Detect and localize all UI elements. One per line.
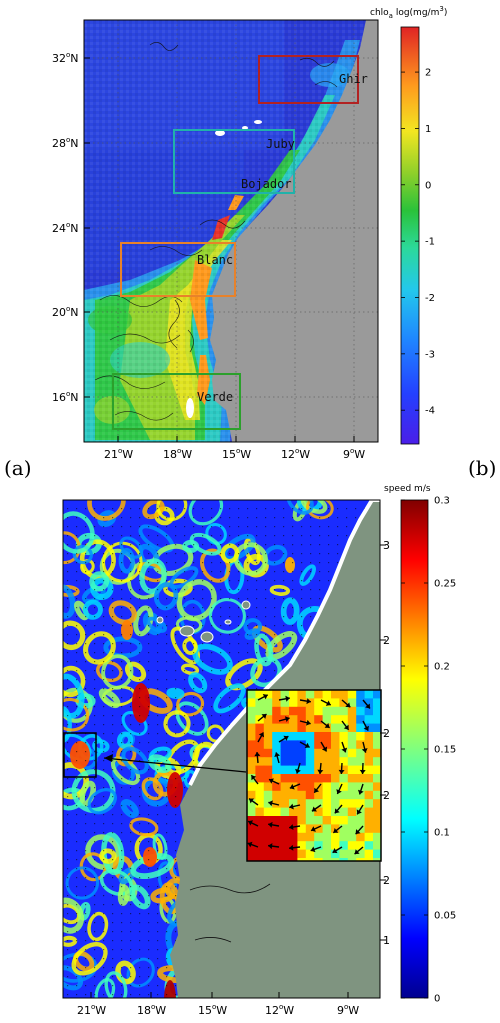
lon-label-a-21: 21oW <box>104 447 133 461</box>
panel-letter-a: (a) <box>4 456 32 480</box>
colorbar-tick-label: -2 <box>425 293 435 304</box>
eddy-zoom-box <box>63 732 97 778</box>
colorbar-tick-label: 0.05 <box>434 911 456 922</box>
map-a-frame <box>83 19 379 443</box>
colorbar-tick-label: 0.15 <box>434 745 456 756</box>
panel-letter-b: (b) <box>468 456 496 480</box>
lon-label-b-18: 18oW <box>137 1003 166 1017</box>
colorbar-tick-label: 0.1 <box>434 828 450 839</box>
region-box-juby-bojador <box>173 129 295 194</box>
lat-label-32: 32oN <box>52 51 79 65</box>
zoom-pointer-arrow <box>103 757 247 773</box>
region-label-blanc: Blanc <box>197 253 233 267</box>
colorbar-tick-label: -1 <box>425 237 435 248</box>
lat-stub-b-3: 2 <box>383 789 390 802</box>
lon-label-a-18: 18oW <box>163 447 192 461</box>
lat-label-20: 20oN <box>52 305 79 319</box>
region-box-ghir <box>258 55 359 104</box>
colorbar-tick-label: 1 <box>425 124 431 135</box>
eddy-inset <box>246 689 382 862</box>
lon-label-a-15: 15oW <box>222 447 251 461</box>
current-speed-map-panel: 3 2 2 2 2 1 21oW 18oW 15oW 12oW 9oW spee… <box>62 484 456 1017</box>
colorbar-tick-label: -3 <box>425 349 435 360</box>
region-label-juby: Juby <box>266 137 295 151</box>
region-label-ghir: Ghir <box>339 72 368 86</box>
colorbar-a-title: chloa log(mg/m3) <box>370 5 447 20</box>
colorbar-a <box>400 26 420 445</box>
lat-stub-b-4: 2 <box>383 874 390 887</box>
colorbar-tick-label: -4 <box>425 406 435 417</box>
colorbar-tick-label: 0.2 <box>434 662 450 673</box>
region-box-blanc <box>120 242 236 297</box>
lat-label-16: 16oN <box>52 390 79 404</box>
lat-stub-b-2: 2 <box>383 727 390 740</box>
lon-label-b-15: 15oW <box>198 1003 227 1017</box>
lon-label-b-12: 12oW <box>265 1003 294 1017</box>
colorbar-tick-label: 0 <box>425 180 431 191</box>
lat-stub-b-5: 1 <box>383 934 390 947</box>
chlorophyll-map-panel: Ghir Juby Bojador Blanc Verde 32oN 28oN … <box>52 5 447 461</box>
lat-stub-b-1: 2 <box>383 634 390 647</box>
lon-label-b-9: 9oW <box>337 1003 359 1017</box>
colorbar-tick-label: 0.3 <box>434 496 450 507</box>
region-label-verde: Verde <box>197 390 233 404</box>
lat-stub-b-0: 3 <box>383 539 390 552</box>
lat-label-24: 24oN <box>52 221 79 235</box>
colorbar-tick-label: 0.25 <box>434 579 456 590</box>
colorbar-b <box>400 499 429 999</box>
region-label-bojador: Bojador <box>241 177 292 191</box>
colorbar-tick-label: 0 <box>434 994 440 1005</box>
lon-label-a-9: 9oW <box>343 447 365 461</box>
lon-label-a-12: 12oW <box>281 447 310 461</box>
lon-label-b-21: 21oW <box>77 1003 106 1017</box>
region-box-verde <box>112 373 241 430</box>
colorbar-b-title: speed m/s <box>384 484 431 494</box>
lat-label-28: 28oN <box>52 136 79 150</box>
colorbar-tick-label: 2 <box>425 68 431 79</box>
